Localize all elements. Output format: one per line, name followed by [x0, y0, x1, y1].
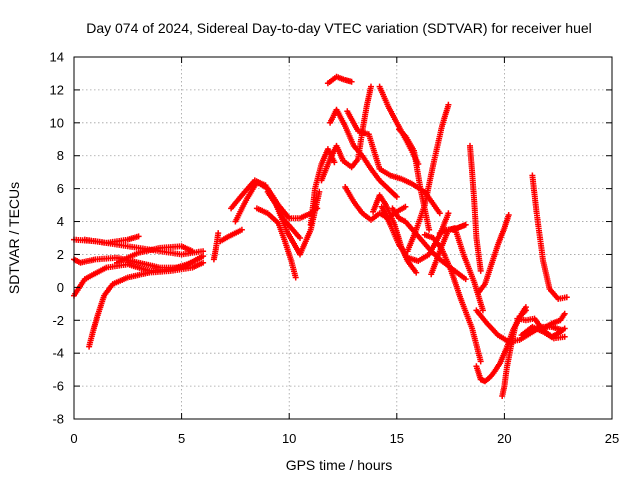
x-tick-label: 0: [70, 431, 77, 446]
series-track-16: [327, 106, 400, 200]
axis-ticks: 0 5 10 15 20 25 -8 -6 -4 -2 0 2 4 6 8 10 12 14: [50, 50, 620, 447]
y-tick-label: 0: [57, 280, 64, 295]
y-tick-label: 2: [57, 247, 64, 262]
series-track-24: [396, 126, 433, 233]
y-tick-label: -4: [52, 346, 64, 361]
data-point-markers: [436, 221, 469, 237]
data-point-markers: [540, 310, 568, 332]
data-point-markers: [327, 106, 400, 200]
x-tick-label: 25: [605, 431, 619, 446]
x-tick-label: 15: [390, 431, 404, 446]
x-axis-label: GPS time / hours: [286, 457, 393, 473]
series-track-4: [86, 259, 207, 350]
series-track-35: [529, 172, 570, 302]
series-track-25: [421, 231, 484, 365]
series-track-29: [475, 212, 512, 296]
x-tick-label: 20: [497, 431, 511, 446]
chart-title: Day 074 of 2024, Sidereal Day-to-day VTE…: [86, 20, 592, 36]
y-tick-label: -6: [52, 379, 64, 394]
plot-frame: [73, 56, 613, 420]
data-point-markers: [421, 231, 484, 365]
data-point-markers: [518, 323, 568, 342]
data-point-markers: [71, 259, 196, 299]
x-tick-label: 5: [178, 431, 185, 446]
y-tick-label: -8: [52, 412, 64, 427]
series-track-36: [540, 310, 568, 332]
series-track-28: [467, 142, 484, 274]
y-tick-label: 12: [50, 82, 64, 97]
data-point-markers: [307, 146, 338, 228]
y-tick-label: 4: [57, 214, 64, 229]
data-point-markers: [475, 212, 512, 296]
data-point-markers: [86, 259, 207, 350]
data-point-markers: [217, 226, 245, 245]
data-point-markers: [529, 172, 570, 302]
series-track-3: [71, 259, 196, 299]
series-track-18: [344, 108, 443, 217]
series-track-7: [210, 230, 222, 263]
x-tick-label: 10: [282, 431, 296, 446]
series-track-13: [307, 146, 338, 228]
data-point-markers: [499, 304, 529, 399]
y-axis-label: SDTVAR / TECUs: [6, 182, 22, 294]
y-tick-label: 10: [50, 115, 64, 130]
y-tick-label: 14: [50, 50, 64, 65]
series-track-12: [264, 188, 323, 258]
data-point-markers: [467, 142, 484, 274]
y-tick-label: -2: [52, 313, 64, 328]
y-tick-label: 6: [57, 181, 64, 196]
series-track-8: [217, 226, 245, 245]
series-track-11: [253, 205, 299, 281]
data-point-markers: [81, 233, 142, 246]
series-track-15: [324, 73, 355, 87]
data-point-markers: [264, 188, 323, 258]
data-point-markers: [344, 108, 443, 217]
data-point-markers: [210, 230, 222, 263]
grid: [74, 57, 612, 419]
series-track-6: [114, 243, 196, 266]
y-tick-label: 8: [57, 148, 64, 163]
data-point-markers: [396, 126, 433, 233]
series-track-5: [81, 233, 142, 246]
data-point-markers: [114, 243, 196, 266]
series-track-32: [499, 304, 529, 399]
data-point-markers: [253, 205, 299, 281]
series-track-27: [436, 221, 469, 237]
data-point-markers: [324, 73, 355, 87]
series-track-34: [518, 323, 568, 342]
